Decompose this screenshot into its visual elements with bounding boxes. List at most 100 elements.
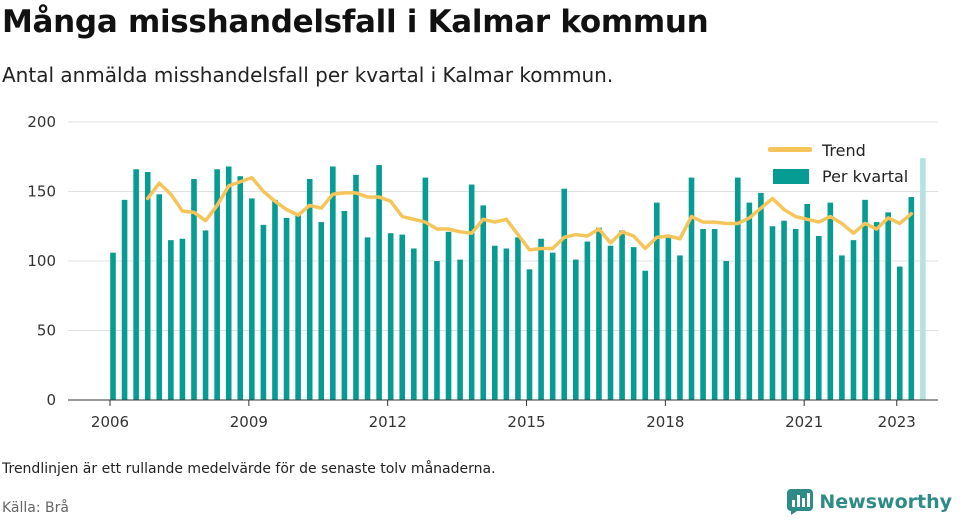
y-tick-label: 0 — [46, 391, 56, 409]
bar — [202, 230, 209, 400]
source-credit: Källa: Brå — [2, 500, 69, 516]
chart-title: Många misshandelsfall i Kalmar kommun — [2, 4, 709, 40]
legend-bars-label: Per kvartal — [822, 167, 908, 186]
x-tick-label: 2023 — [878, 413, 916, 431]
bar-series — [110, 158, 926, 400]
bar — [584, 241, 591, 400]
x-tick-label: 2021 — [785, 413, 823, 431]
bar — [549, 252, 556, 400]
legend-bars-swatch — [773, 169, 809, 184]
y-tick-label: 100 — [27, 252, 56, 270]
bar — [734, 177, 741, 400]
trend-line — [145, 175, 914, 252]
bar — [272, 199, 278, 400]
bar — [885, 212, 891, 400]
trend-series — [145, 175, 914, 252]
legend-trend-label: Trend — [821, 141, 866, 160]
bar — [260, 224, 267, 400]
bar — [839, 255, 845, 400]
y-tick-label: 50 — [37, 322, 56, 340]
bar — [179, 238, 186, 400]
bar — [434, 261, 440, 400]
legend: Trend Per kvartal — [768, 141, 908, 186]
x-axis: 2006 2009 2012 2015 2018 2021 2023 — [68, 399, 938, 431]
bar — [318, 222, 325, 400]
bar — [168, 240, 174, 400]
bar — [515, 237, 521, 400]
bar — [237, 176, 244, 400]
bar — [908, 197, 915, 400]
bar — [596, 227, 602, 400]
bar — [283, 217, 290, 400]
bar — [653, 202, 660, 400]
bar — [561, 188, 568, 400]
y-tick-label: 200 — [27, 113, 56, 131]
x-tick-label: 2015 — [507, 413, 545, 431]
footnote: Trendlinjen är ett rullande medelvärde f… — [2, 461, 496, 477]
bar — [364, 237, 371, 400]
bar — [850, 240, 857, 400]
y-tick-label: 150 — [27, 183, 56, 201]
bar — [607, 245, 614, 400]
x-tick-label: 2006 — [91, 413, 129, 431]
bar — [399, 234, 406, 400]
legend-trend-swatch — [768, 147, 812, 152]
bar — [769, 226, 776, 400]
bar — [492, 245, 498, 400]
bar — [295, 213, 301, 400]
bar — [306, 178, 313, 400]
y-axis: 0 50 100 150 200 — [27, 113, 56, 409]
bar — [110, 252, 116, 400]
bar — [792, 229, 799, 400]
bar — [144, 172, 151, 400]
bar — [411, 248, 417, 400]
chart-area: 0 50 100 150 200 2006 2009 2012 2015 2018 2021 202… — [27, 113, 938, 431]
bar — [468, 184, 475, 400]
bar — [341, 210, 348, 400]
bar — [758, 192, 764, 400]
bar — [156, 194, 163, 400]
bar — [249, 198, 255, 400]
bar — [630, 247, 637, 400]
bar — [688, 177, 695, 400]
x-tick-label: 2012 — [369, 413, 407, 431]
bar — [723, 261, 730, 400]
bar — [746, 202, 753, 400]
bar — [711, 229, 718, 400]
bar — [896, 266, 903, 400]
bar — [422, 177, 429, 400]
bar — [225, 166, 232, 400]
x-tick-label: 2009 — [230, 413, 268, 431]
bar — [619, 230, 625, 400]
bar — [781, 220, 787, 400]
bar — [214, 169, 220, 400]
bar — [353, 174, 359, 400]
brand: Newsworthy — [787, 489, 952, 515]
bar — [677, 255, 683, 400]
bar — [862, 199, 868, 400]
bar — [526, 269, 533, 400]
bar — [642, 270, 649, 400]
newsworthy-logo-icon — [787, 489, 814, 515]
bar — [387, 233, 394, 400]
bar — [538, 238, 544, 400]
bar — [191, 178, 197, 400]
bar — [121, 199, 128, 400]
brand-name: Newsworthy — [819, 491, 952, 513]
x-tick-label: 2018 — [646, 413, 684, 431]
bar — [376, 165, 382, 400]
bar — [133, 169, 139, 400]
bar — [804, 204, 810, 400]
bar — [665, 237, 672, 400]
bar — [457, 259, 463, 400]
bar — [920, 158, 926, 400]
bar — [445, 231, 452, 400]
bar — [573, 259, 579, 400]
bar — [873, 222, 880, 400]
bar — [480, 205, 487, 400]
bar — [330, 166, 336, 400]
bar — [827, 202, 834, 400]
bar — [503, 248, 510, 400]
chart-subtitle: Antal anmälda misshandelsfall per kvarta… — [2, 63, 614, 87]
bar — [700, 229, 706, 400]
